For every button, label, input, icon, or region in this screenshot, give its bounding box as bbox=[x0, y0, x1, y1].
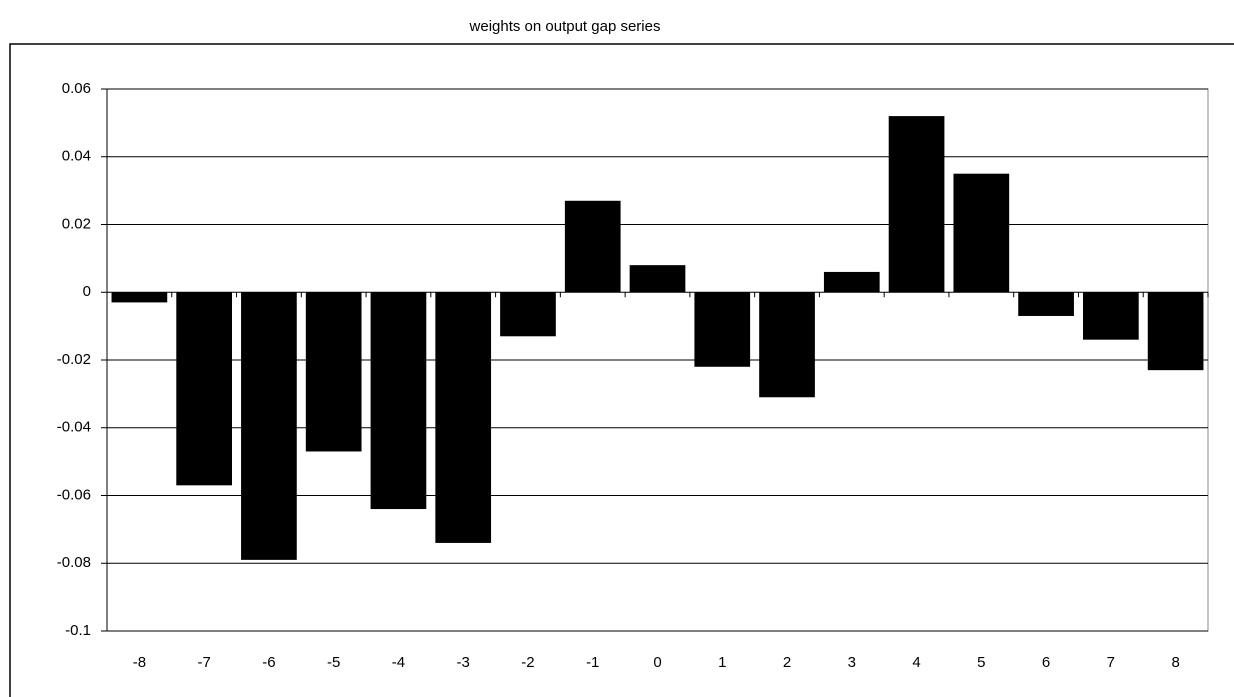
y-tick-label: -0.06 bbox=[57, 486, 91, 503]
bar bbox=[1018, 292, 1074, 316]
y-tick-label: -0.02 bbox=[57, 351, 91, 368]
bar bbox=[823, 271, 880, 293]
bar bbox=[759, 292, 815, 398]
x-tick-label: 3 bbox=[848, 654, 856, 671]
x-tick-label: 2 bbox=[783, 654, 791, 671]
bar bbox=[241, 292, 297, 560]
bar bbox=[176, 292, 232, 486]
x-tick-label: -7 bbox=[197, 654, 210, 671]
bar bbox=[1083, 292, 1139, 340]
y-tick-label: 0.06 bbox=[62, 80, 91, 97]
x-tick-label: -1 bbox=[586, 654, 599, 671]
bar bbox=[694, 292, 751, 367]
bar bbox=[953, 173, 1010, 293]
x-tick-label: -2 bbox=[521, 654, 534, 671]
x-tick-label: 0 bbox=[653, 654, 661, 671]
bar bbox=[888, 116, 945, 293]
bar bbox=[370, 292, 427, 510]
x-tick-label: -5 bbox=[327, 654, 340, 671]
x-tick-label: 6 bbox=[1042, 654, 1050, 671]
bar bbox=[629, 265, 686, 293]
x-tick-label: 5 bbox=[977, 654, 985, 671]
y-tick-label: -0.08 bbox=[57, 554, 91, 571]
x-tick-label: -4 bbox=[392, 654, 405, 671]
chart-frame bbox=[9, 43, 1234, 697]
y-tick-label: 0.02 bbox=[62, 215, 91, 232]
bar bbox=[305, 292, 362, 452]
x-tick-label: 7 bbox=[1107, 654, 1115, 671]
bar bbox=[435, 292, 492, 543]
bar bbox=[500, 292, 556, 337]
bar bbox=[564, 200, 621, 293]
bar bbox=[1147, 292, 1204, 371]
y-tick-label: 0 bbox=[83, 283, 91, 300]
y-tick-label: 0.04 bbox=[62, 148, 91, 165]
bar bbox=[111, 292, 168, 303]
x-tick-label: -8 bbox=[133, 654, 146, 671]
x-tick-label: 1 bbox=[718, 654, 726, 671]
x-tick-label: -6 bbox=[262, 654, 275, 671]
x-tick-label: 8 bbox=[1171, 654, 1179, 671]
chart-title: weights on output gap series bbox=[469, 18, 661, 35]
y-tick-label: -0.04 bbox=[57, 419, 91, 436]
x-tick-label: 4 bbox=[912, 654, 920, 671]
y-tick-label: -0.1 bbox=[65, 622, 91, 639]
x-tick-label: -3 bbox=[457, 654, 470, 671]
